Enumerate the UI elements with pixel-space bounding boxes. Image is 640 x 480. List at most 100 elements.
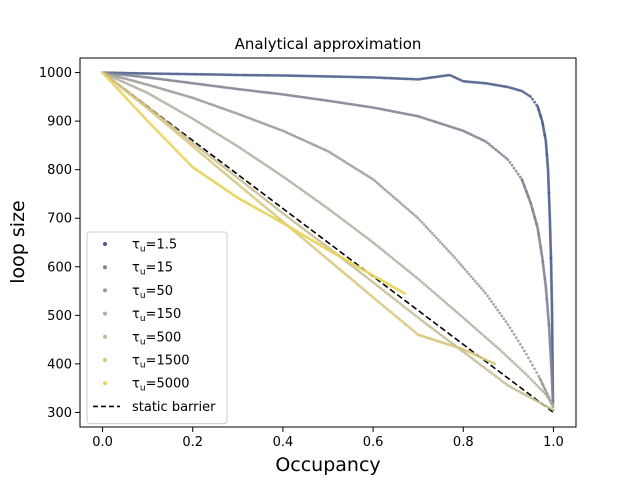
data-point <box>256 90 260 93</box>
data-point <box>217 133 221 137</box>
data-point <box>191 141 195 145</box>
data-point <box>550 321 554 325</box>
data-point <box>438 296 442 300</box>
data-point <box>461 316 465 319</box>
data-point <box>412 273 416 277</box>
data-point <box>191 117 195 121</box>
data-point <box>408 309 412 313</box>
data-point <box>209 73 213 76</box>
data-point <box>369 105 373 109</box>
data-point <box>297 186 301 190</box>
data-point <box>228 170 232 173</box>
data-point <box>340 158 344 162</box>
data-point <box>395 198 399 202</box>
data-point <box>326 149 330 153</box>
data-point <box>512 166 516 170</box>
data-point <box>240 179 244 183</box>
data-point <box>535 399 539 403</box>
data-point <box>550 277 553 280</box>
data-point <box>418 279 422 282</box>
data-point <box>303 190 307 194</box>
data-point <box>213 131 217 134</box>
data-point <box>293 74 297 78</box>
data-point <box>357 103 360 107</box>
data-point <box>518 367 522 371</box>
data-point <box>473 80 477 84</box>
data-point <box>490 341 493 344</box>
data-point <box>320 98 324 102</box>
data-point <box>174 107 178 111</box>
data-point <box>309 195 313 199</box>
data-point <box>328 99 332 103</box>
data-point <box>541 403 545 406</box>
data-point <box>506 323 510 326</box>
data-point <box>183 80 186 84</box>
data-point <box>281 74 285 77</box>
data-point <box>396 300 400 304</box>
data-point <box>508 160 512 164</box>
data-point <box>314 97 317 101</box>
data-point <box>506 158 510 162</box>
data-point <box>443 245 446 248</box>
data-point <box>367 75 371 79</box>
data-point <box>316 74 319 78</box>
data-point <box>430 289 434 293</box>
data-point <box>299 95 303 99</box>
data-point <box>172 72 176 76</box>
data-point <box>513 387 516 391</box>
data-point <box>473 326 477 330</box>
x-tick-label: 0.2 <box>182 435 203 450</box>
data-point <box>550 294 554 298</box>
data-point <box>469 323 473 327</box>
data-point <box>550 282 553 286</box>
data-point <box>391 257 395 261</box>
data-point <box>375 244 379 247</box>
x-tick-label: 0.4 <box>273 435 294 450</box>
data-point <box>496 149 500 153</box>
data-point <box>344 75 348 79</box>
data-point <box>236 144 240 148</box>
data-point <box>309 97 313 100</box>
data-point <box>305 96 309 100</box>
data-point <box>193 118 197 122</box>
data-point <box>377 285 381 289</box>
data-point <box>224 166 227 170</box>
data-point <box>400 264 403 267</box>
data-point <box>262 73 266 77</box>
data-point <box>117 72 121 76</box>
data-point <box>121 73 125 77</box>
data-point <box>148 72 152 75</box>
data-point <box>213 73 217 76</box>
data-point <box>549 253 553 257</box>
data-point <box>484 139 487 143</box>
series-3 <box>101 71 555 407</box>
data-point <box>242 73 246 77</box>
data-point <box>488 143 491 146</box>
data-point <box>287 179 291 183</box>
data-point <box>193 143 197 146</box>
data-point <box>316 199 319 203</box>
data-point <box>510 359 514 363</box>
data-point <box>357 168 360 172</box>
data-point <box>291 94 295 98</box>
data-point <box>449 341 453 344</box>
data-point <box>152 76 156 80</box>
data-point <box>424 225 428 229</box>
data-point <box>316 238 320 242</box>
data-point <box>461 265 465 269</box>
data-point <box>185 113 188 117</box>
data-point <box>217 73 221 76</box>
data-point <box>244 88 248 92</box>
data-point <box>299 74 303 78</box>
x-tick-label: 0.6 <box>363 435 384 450</box>
data-point <box>260 90 264 94</box>
data-point <box>488 297 491 301</box>
data-point <box>213 84 217 88</box>
legend-marker <box>103 381 107 386</box>
data-point <box>342 159 346 163</box>
data-point <box>131 71 135 75</box>
data-point <box>207 83 211 87</box>
data-point <box>217 85 221 89</box>
data-point <box>275 207 279 210</box>
data-point <box>324 205 328 209</box>
